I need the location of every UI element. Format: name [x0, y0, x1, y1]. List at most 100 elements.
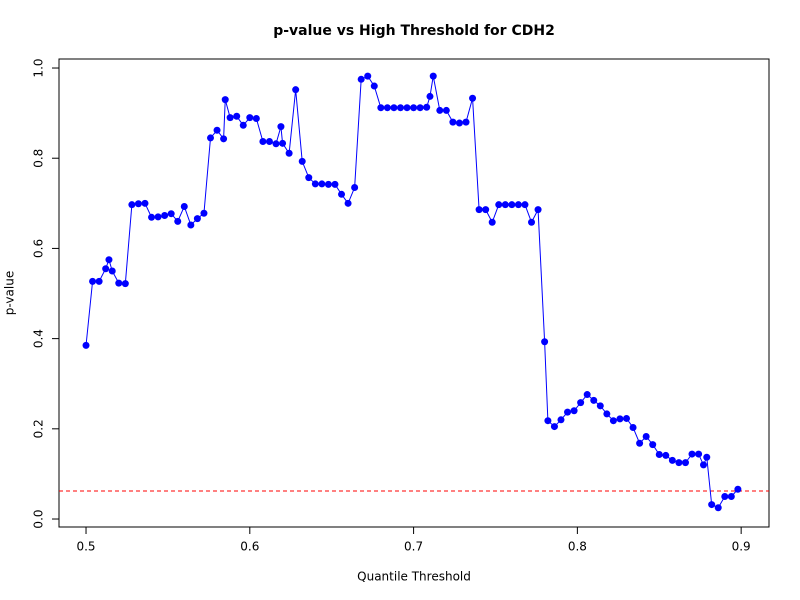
y-tick-label: 0.2	[32, 419, 46, 438]
point	[564, 408, 572, 416]
point	[423, 103, 431, 111]
point	[403, 104, 411, 112]
y-tick-label: 0.4	[32, 329, 46, 348]
point	[161, 211, 169, 219]
point	[141, 199, 149, 207]
y-tick-label: 0.8	[32, 149, 46, 168]
point	[82, 341, 90, 349]
point	[277, 123, 285, 131]
point	[508, 201, 516, 209]
point	[469, 94, 477, 102]
point	[662, 451, 670, 459]
x-tick-label: 0.9	[732, 540, 751, 554]
point	[714, 504, 722, 512]
point	[272, 140, 280, 148]
point	[501, 201, 509, 209]
point	[528, 218, 536, 226]
point	[206, 134, 214, 142]
x-tick-label: 0.6	[240, 540, 259, 554]
point	[338, 190, 346, 198]
point	[383, 104, 391, 112]
point	[570, 407, 578, 415]
point	[596, 402, 604, 410]
point	[95, 277, 103, 285]
point	[324, 180, 332, 188]
point	[429, 72, 437, 80]
point	[259, 138, 267, 146]
point	[265, 138, 273, 146]
point	[193, 215, 201, 223]
point	[377, 104, 385, 112]
point	[668, 456, 676, 464]
point	[629, 423, 637, 431]
x-tick-label: 0.5	[76, 540, 95, 554]
point	[344, 199, 352, 207]
y-tick-label: 0.0	[32, 509, 46, 528]
x-tick-label: 0.7	[404, 540, 423, 554]
point	[550, 423, 558, 431]
point	[239, 121, 247, 129]
point	[292, 86, 300, 94]
y-axis-label: p-value	[3, 271, 17, 315]
point	[436, 106, 444, 114]
point	[455, 119, 463, 127]
point	[187, 221, 195, 229]
point	[221, 96, 229, 104]
point	[616, 415, 624, 423]
x-axis-label: Quantile Threshold	[357, 570, 471, 584]
point	[364, 72, 372, 80]
point	[655, 451, 663, 459]
point	[416, 104, 424, 112]
point	[148, 213, 156, 221]
point	[246, 114, 254, 122]
point	[727, 492, 735, 500]
point	[695, 450, 703, 458]
point	[285, 149, 293, 157]
point	[721, 492, 729, 500]
point	[357, 75, 365, 83]
point	[311, 180, 319, 188]
point	[89, 277, 97, 285]
point	[708, 501, 716, 509]
point	[108, 267, 116, 275]
point	[370, 82, 378, 90]
point	[220, 135, 228, 143]
point	[636, 439, 644, 447]
point	[426, 92, 434, 100]
point	[577, 399, 585, 407]
point	[488, 218, 496, 226]
point	[200, 209, 208, 217]
point	[541, 338, 549, 346]
point	[583, 391, 591, 399]
point	[482, 206, 490, 214]
point	[688, 450, 696, 458]
point	[213, 126, 221, 134]
point	[252, 115, 260, 123]
point	[675, 459, 683, 467]
y-tick-label: 0.6	[31, 239, 45, 258]
point	[649, 441, 657, 449]
point	[180, 202, 188, 210]
point	[167, 210, 175, 218]
point	[331, 180, 339, 188]
point	[521, 201, 529, 209]
plot-frame	[58, 58, 770, 528]
point	[233, 112, 241, 120]
point	[298, 157, 306, 165]
point	[642, 432, 650, 440]
point	[699, 461, 707, 469]
point	[154, 213, 162, 221]
point	[590, 396, 598, 404]
point	[681, 459, 689, 467]
point	[544, 417, 552, 425]
point	[475, 206, 483, 214]
point	[495, 201, 503, 209]
point	[134, 200, 142, 208]
point	[603, 410, 611, 418]
point	[121, 280, 129, 288]
point	[128, 201, 136, 209]
point	[609, 417, 617, 425]
point	[703, 453, 711, 461]
point	[318, 180, 326, 188]
